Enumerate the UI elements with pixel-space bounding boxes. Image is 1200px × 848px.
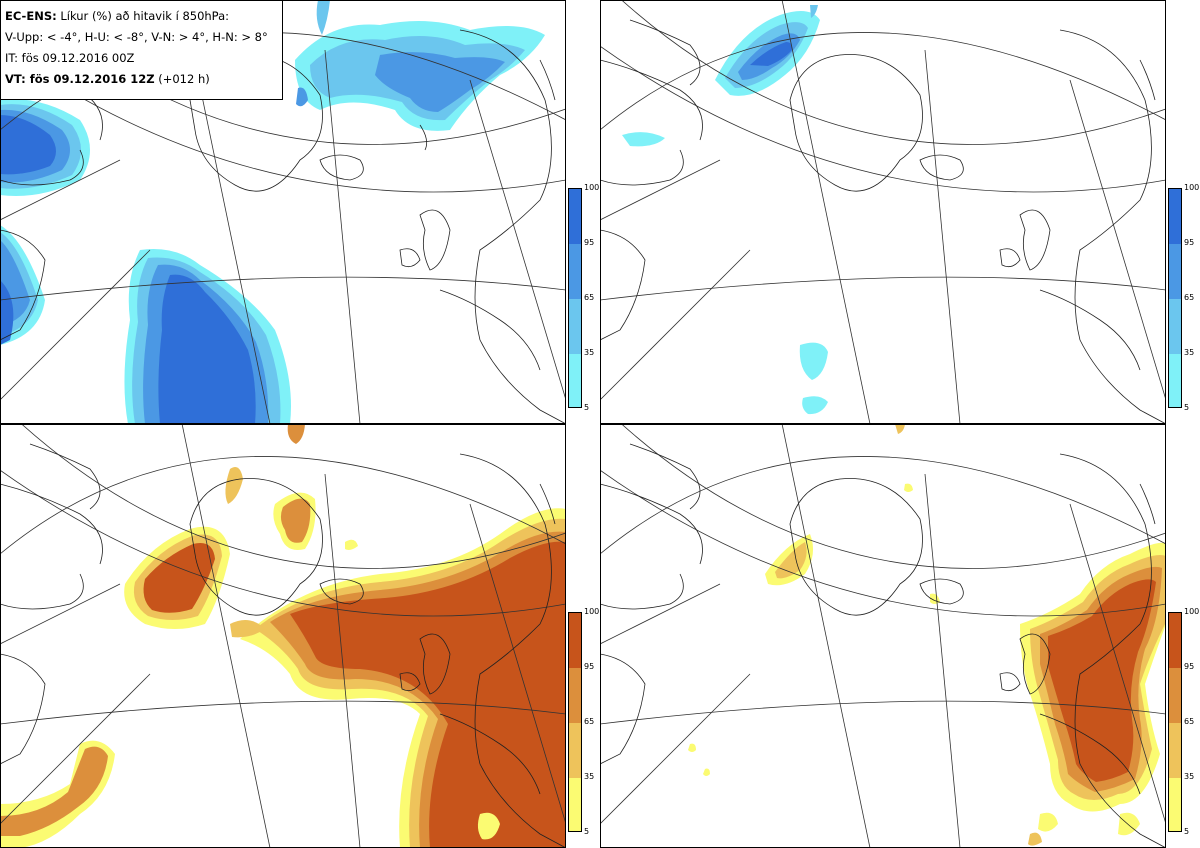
colorbar-band <box>569 613 581 668</box>
map-panel-warm-4 <box>0 424 566 848</box>
colorbar-band <box>569 354 581 407</box>
model-label: EC-ENS: <box>5 9 57 23</box>
colorbar-tick-label: 5 <box>584 827 590 836</box>
colorbar-tick-label: 95 <box>1184 238 1195 247</box>
colorbar-gradient <box>1168 188 1182 408</box>
graticule <box>600 0 1166 424</box>
field-title: Líkur (%) að hitavik í 850hPa: <box>60 9 230 23</box>
colorbar-tick-label: 95 <box>1184 662 1195 671</box>
colorbar-tick-label: 65 <box>584 293 595 302</box>
coastlines <box>0 443 566 848</box>
colorbar-band <box>569 668 581 723</box>
colorbar-tick-label: 35 <box>584 772 595 781</box>
valid-time-line: VT: fös 09.12.2016 12Z (+012 h) <box>5 69 278 90</box>
colorbar-band <box>569 189 581 244</box>
graticule <box>600 424 1166 848</box>
colorbar-tick-label: 100 <box>1184 607 1200 616</box>
colorbar-tick-label: 100 <box>584 607 600 616</box>
colorbar-band <box>1169 723 1181 778</box>
colorbar-blue-right: 100 95 65 35 5 <box>1168 184 1199 422</box>
info-box: EC-ENS: Líkur (%) að hitavik í 850hPa: V… <box>0 0 283 100</box>
colorbar-orange-left: 100 95 65 35 5 <box>568 608 599 846</box>
colorbar-tick-label: 65 <box>1184 717 1195 726</box>
map-panel-cold-8 <box>600 0 1166 424</box>
colorbar-band <box>1169 354 1181 407</box>
coastlines <box>600 19 1166 424</box>
colorbar-tick-label: 95 <box>584 238 595 247</box>
colorbar-band <box>569 299 581 354</box>
colorbar-tick-label: 35 <box>1184 772 1195 781</box>
colorbar-band <box>1169 778 1181 831</box>
colorbar-band <box>1169 668 1181 723</box>
colorbar-tick-label: 100 <box>584 183 600 192</box>
colorbar-tick-label: 65 <box>1184 293 1195 302</box>
colorbar-gradient <box>568 188 582 408</box>
colorbar-blue-left: 100 95 65 35 5 <box>568 184 599 422</box>
probability-field <box>688 424 1166 846</box>
colorbar-tick-label: 35 <box>1184 348 1195 357</box>
thresholds-text: V-Upp: < -4°, H-U: < -8°, V-N: > 4°, H-N… <box>5 30 268 44</box>
probability-field <box>0 0 545 424</box>
colorbar-band <box>569 244 581 299</box>
colorbar-tick-label: 5 <box>584 403 590 412</box>
colorbar-orange-right: 100 95 65 35 5 <box>1168 608 1199 846</box>
map-panel-cold-4: EC-ENS: Líkur (%) að hitavik í 850hPa: V… <box>0 0 566 424</box>
map-canvas <box>0 424 566 848</box>
info-line-1: EC-ENS: Líkur (%) að hitavik í 850hPa: <box>5 6 278 27</box>
colorbar-gradient <box>568 612 582 832</box>
colorbar-band <box>569 778 581 831</box>
colorbar-band <box>1169 189 1181 244</box>
colorbar-band <box>569 723 581 778</box>
lead-time: (+012 h) <box>158 72 210 86</box>
issue-time: IT: fös 09.12.2016 00Z <box>5 51 135 65</box>
valid-time: VT: fös 09.12.2016 12Z <box>5 72 155 86</box>
colorbar-tick-label: 5 <box>1184 403 1190 412</box>
map-panel-warm-8 <box>600 424 1166 848</box>
colorbar-gradient <box>1168 612 1182 832</box>
probability-field <box>622 5 828 415</box>
colorbar-tick-label: 5 <box>1184 827 1190 836</box>
colorbar-tick-label: 35 <box>584 348 595 357</box>
probability-field <box>0 424 566 848</box>
coastlines <box>600 443 1166 848</box>
graticule <box>0 424 566 848</box>
map-canvas <box>600 0 1166 424</box>
colorbar-tick-label: 95 <box>584 662 595 671</box>
colorbar-tick-label: 100 <box>1184 183 1200 192</box>
map-canvas <box>0 0 566 424</box>
colorbar-tick-label: 65 <box>584 717 595 726</box>
colorbar-band <box>1169 299 1181 354</box>
colorbar-band <box>1169 244 1181 299</box>
colorbar-band <box>1169 613 1181 668</box>
map-canvas <box>600 424 1166 848</box>
